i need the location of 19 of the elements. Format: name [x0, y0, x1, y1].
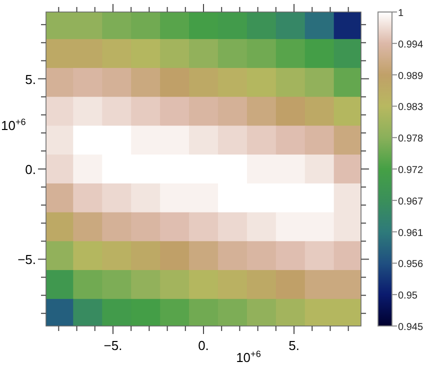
y-tick-label: −5. — [18, 252, 36, 268]
x-axis-title: 10$^{+6}$ — [236, 349, 261, 365]
color-bar-label: 1 — [398, 8, 404, 19]
color-bar-label: 0.989 — [398, 70, 424, 82]
color-bar-label: 0.967 — [398, 196, 424, 208]
x-tick-label: 0. — [198, 338, 209, 353]
y-tick-label: 5. — [25, 72, 36, 87]
x-tick-label: −5. — [104, 338, 122, 353]
color-bar-label: 0.972 — [398, 165, 424, 176]
y-axis-title: 10$^{+6}$ — [1, 117, 26, 133]
color-bar-label: 0.956 — [398, 259, 424, 270]
color-bar-label: 0.978 — [398, 134, 424, 145]
color-bar-label: 0.95 — [398, 290, 418, 302]
color-bar-label: 0.945 — [398, 322, 424, 333]
y-tick-label: 0. — [25, 162, 36, 177]
color-bar-label: 0.961 — [398, 228, 424, 239]
color-bar-label: 0.994 — [398, 39, 424, 50]
color-bar-label: 0.983 — [398, 102, 424, 114]
x-tick-label: 5. — [288, 338, 300, 353]
